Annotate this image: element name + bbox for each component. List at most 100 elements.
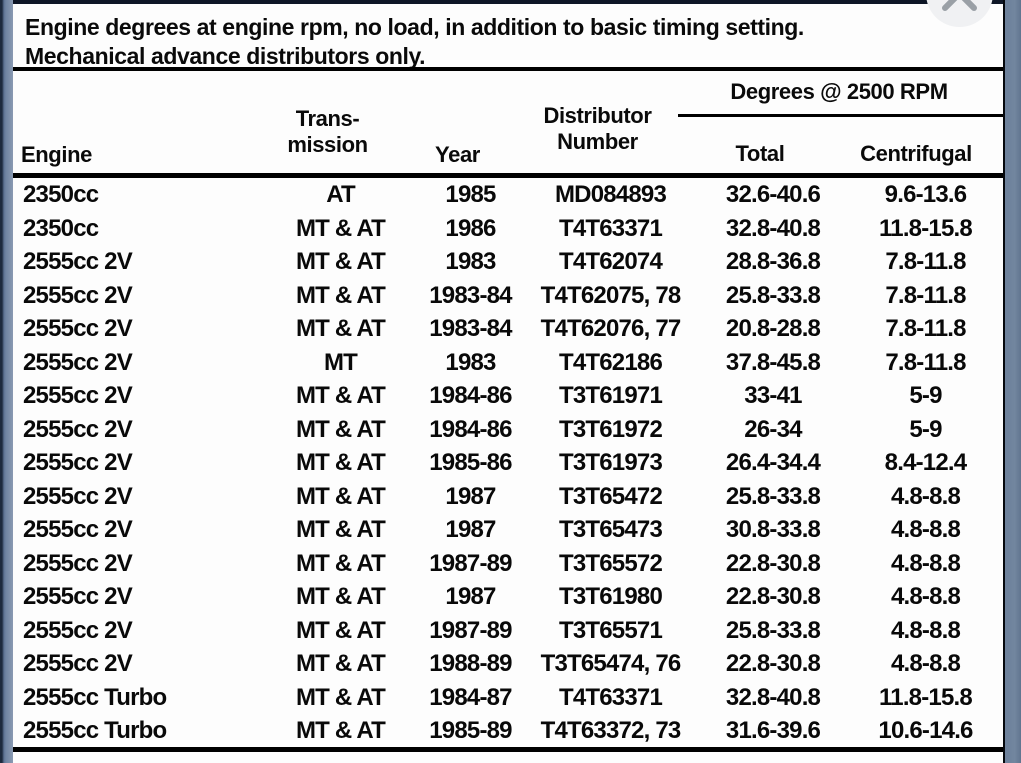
table-cell: MT & AT	[295, 415, 386, 443]
column-header-year: Year	[435, 142, 480, 167]
table-cell: T4T62075, 78	[540, 281, 682, 309]
table-bottom-rule	[13, 747, 1003, 752]
table-cell: 26-34	[744, 415, 802, 443]
table-cell: 4.8-8.8	[890, 583, 961, 610]
table-cell: MT & AT	[295, 248, 386, 275]
table-cell: 2555cc 2V	[23, 348, 133, 376]
table-cell: T3T65571	[558, 616, 663, 644]
table-body: 2350cc AT 1985 MD084893 32.6-40.6 9.6-13.6 235…	[13, 178, 1003, 748]
table-cell: 7.8-11.8	[885, 281, 966, 309]
table-cell: 2555cc 2V	[23, 616, 133, 644]
table-cell: 2555cc 2V	[23, 516, 133, 543]
table-row: 2350cc MT & AT 1986 T4T63371 32.8-40.8 11.8-1…	[13, 212, 1003, 246]
column-header-centrifugal: Centrifugal	[860, 141, 972, 166]
table-row: 2555cc 2V MT & AT 1983 T4T62074 28.8-36.8 7.8…	[13, 245, 1003, 279]
table-cell: 22.8-30.8	[725, 650, 821, 677]
table-cell: 1983	[445, 248, 496, 275]
column-header-engine: Engine	[21, 142, 92, 167]
table-row: 2555cc 2V MT & AT 1987 T3T61980 22.8-30.8 4.8…	[13, 580, 1003, 614]
table-cell: MT & AT	[295, 281, 386, 309]
table-cell: 9.6-13.6	[884, 181, 967, 208]
table-cell: 2555cc 2V	[23, 549, 133, 577]
table-cell: MT & AT	[295, 516, 386, 543]
table-cell: 4.8-8.8	[890, 482, 961, 510]
table-cell: 31.6-39.6	[725, 717, 821, 744]
table-cell: MT & AT	[295, 382, 386, 409]
column-header-distributor: Distributor Number	[543, 103, 652, 154]
table-cell: 22.8-30.8	[725, 549, 821, 577]
table-row: 2555cc 2V MT & AT 1983-84 T4T62075, 78 25.8-…	[13, 279, 1003, 313]
table-cell: 7.8-11.8	[885, 348, 966, 376]
table-cell: 7.8-11.8	[885, 315, 966, 342]
table-cell: 11.8-15.8	[879, 214, 973, 242]
table-cell: T3T65472	[558, 482, 663, 510]
table-row: 2555cc 2V MT & AT 1984-86 T3T61971 33-41 5-9	[13, 379, 1003, 413]
page-left-edge	[0, 0, 13, 763]
table-cell: T4T62186	[558, 348, 663, 376]
table-cell: 7.8-11.8	[885, 248, 966, 275]
table-cell: 2555cc Turbo	[23, 717, 167, 744]
table-cell: 2350cc	[23, 181, 99, 208]
table-cell: 25.8-33.8	[725, 482, 821, 510]
intro-line-2: Mechanical advance distributors only.	[25, 43, 426, 69]
table-cell: MT & AT	[295, 683, 386, 711]
table-cell: 2555cc 2V	[23, 315, 133, 342]
table-cell: 1985	[445, 181, 496, 208]
table-cell: MT & AT	[295, 482, 386, 510]
table-cell: 4.8-8.8	[890, 516, 961, 543]
table-cell: 1987-89	[429, 549, 512, 577]
intro-line-1: Engine degrees at engine rpm, no load, i…	[25, 14, 804, 40]
table-row: 2555cc 2V MT & AT 1988-89 T3T65474, 76 22.8-…	[13, 647, 1003, 681]
table-cell: T3T65572	[558, 549, 663, 577]
table-row: 2555cc 2V MT 1983 T4T62186 37.8-45.8 7.8-11.8	[13, 346, 1003, 380]
table-cell: 10.6-14.6	[878, 717, 973, 744]
table-cell: T4T63372, 73	[540, 717, 682, 744]
table-cell: MT & AT	[295, 315, 386, 342]
table-cell: T3T61971	[558, 382, 663, 409]
table-cell: 22.8-30.8	[725, 583, 821, 610]
table-cell: 5-9	[909, 382, 942, 409]
table-cell: 11.8-15.8	[879, 683, 973, 711]
table-cell: T3T61980	[558, 583, 663, 610]
intro-underline	[13, 67, 1003, 71]
table-row: 2555cc 2V MT & AT 1984-86 T3T61972 26-34 5-9	[13, 413, 1003, 447]
page-top-edge	[0, 0, 1021, 4]
table-cell: 2555cc Turbo	[23, 683, 167, 711]
table-row: 2555cc 2V MT & AT 1987 T3T65473 30.8-33.8 4.8…	[13, 513, 1003, 547]
table-cell: T3T61972	[558, 415, 663, 443]
table-cell: T4T63371	[558, 683, 663, 711]
timing-spec-table: 2350cc AT 1985 MD084893 32.6-40.6 9.6-13.6 235…	[13, 178, 1003, 748]
table-cell: 1987	[445, 583, 496, 610]
table-header: Degrees @ 2500 RPM Engine Trans- mission…	[13, 73, 1003, 178]
table-cell: AT	[326, 181, 355, 208]
table-cell: 33-41	[744, 382, 802, 409]
table-cell: MT & AT	[295, 549, 386, 577]
table-cell: T4T63371	[558, 214, 663, 242]
table-row: 2555cc 2V MT & AT 1987-89 T3T65571 25.8-33.8…	[13, 614, 1003, 648]
table-cell: T3T65474, 76	[540, 650, 682, 677]
table-cell: 1987	[445, 482, 496, 510]
column-group-header-degrees: Degrees @ 2500 RPM	[730, 79, 948, 104]
table-cell: 1987	[445, 516, 496, 543]
close-button[interactable]	[926, 0, 993, 27]
table-cell: MT & AT	[295, 616, 386, 644]
table-cell: 1983	[445, 348, 496, 376]
table-cell: MT & AT	[295, 449, 386, 476]
table-row: 2555cc 2V MT & AT 1985-86 T3T61973 26.4-34.4…	[13, 446, 1003, 480]
table-row: 2555cc 2V MT & AT 1987 T3T65472 25.8-33.8 4.8…	[13, 480, 1003, 514]
table-cell: MT & AT	[295, 214, 386, 242]
table-cell: T4T62074	[558, 248, 663, 275]
table-cell: 1987-89	[429, 616, 512, 644]
table-cell: 1983-84	[429, 281, 512, 309]
table-cell: 26.4-34.4	[725, 449, 821, 476]
table-cell: 2555cc 2V	[23, 449, 133, 476]
table-cell: 2555cc 2V	[23, 482, 133, 510]
table-cell: 4.8-8.8	[890, 616, 961, 644]
table-cell: 2555cc 2V	[23, 415, 133, 443]
table-cell: T3T61973	[558, 449, 663, 476]
table-row: 2555cc 2V MT & AT 1987-89 T3T65572 22.8-30.8…	[13, 547, 1003, 581]
table-cell: 1983-84	[429, 315, 512, 342]
table-cell: 2555cc 2V	[23, 248, 133, 275]
table-cell: 1985-86	[429, 449, 512, 476]
table-row: 2555cc Turbo MT & AT 1984-87 T4T63371 32.8-4…	[13, 681, 1003, 715]
